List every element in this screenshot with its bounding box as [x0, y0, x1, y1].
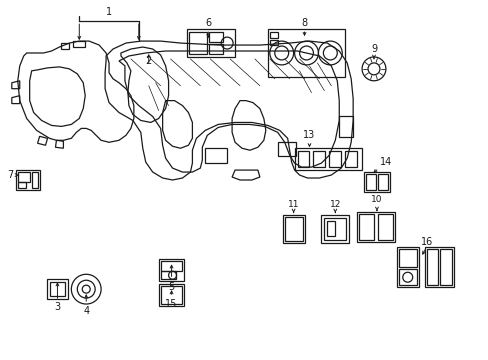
- Text: 9: 9: [370, 44, 376, 54]
- Bar: [158, 284, 184, 306]
- Bar: [396, 247, 418, 287]
- Bar: [294, 148, 361, 170]
- Bar: [326, 221, 335, 235]
- Bar: [49, 282, 65, 296]
- Bar: [189, 32, 207, 54]
- Text: 12: 12: [329, 200, 340, 209]
- Bar: [205, 148, 226, 163]
- Bar: [32, 172, 38, 188]
- Bar: [364, 172, 389, 192]
- Text: 2: 2: [145, 56, 152, 66]
- Bar: [161, 271, 175, 279]
- Bar: [158, 260, 184, 281]
- Text: 10: 10: [370, 195, 382, 204]
- Text: 3: 3: [54, 302, 61, 312]
- Bar: [269, 32, 277, 38]
- Bar: [16, 170, 40, 190]
- Bar: [161, 261, 182, 271]
- Bar: [358, 214, 373, 239]
- Bar: [377, 214, 392, 239]
- Bar: [267, 29, 345, 77]
- Text: 16: 16: [420, 237, 432, 247]
- Bar: [73, 41, 85, 47]
- Bar: [426, 249, 438, 285]
- Text: 4: 4: [83, 306, 89, 316]
- Bar: [61, 43, 69, 49]
- Bar: [209, 32, 223, 42]
- Bar: [282, 215, 304, 243]
- Bar: [321, 215, 348, 243]
- Bar: [345, 151, 356, 167]
- Bar: [269, 40, 277, 45]
- Bar: [440, 249, 451, 285]
- Bar: [46, 279, 68, 299]
- Bar: [398, 249, 416, 267]
- Text: 6: 6: [205, 18, 211, 28]
- Text: 14: 14: [379, 157, 391, 167]
- Bar: [328, 151, 341, 167]
- Bar: [18, 172, 30, 182]
- Text: 5: 5: [168, 282, 174, 292]
- Bar: [313, 151, 325, 167]
- Bar: [284, 217, 302, 240]
- Bar: [339, 116, 352, 137]
- Bar: [187, 29, 235, 57]
- Text: 11: 11: [287, 200, 299, 209]
- Bar: [424, 247, 453, 287]
- Bar: [356, 212, 394, 242]
- Text: 13: 13: [303, 130, 315, 140]
- Bar: [297, 151, 309, 167]
- Bar: [18, 182, 26, 188]
- Text: 8: 8: [301, 18, 307, 28]
- Bar: [209, 44, 223, 54]
- Bar: [366, 174, 375, 190]
- Bar: [161, 286, 182, 304]
- Text: 15: 15: [165, 299, 178, 309]
- Bar: [398, 269, 416, 285]
- Bar: [324, 218, 346, 239]
- Text: 7: 7: [7, 170, 13, 180]
- Bar: [377, 174, 387, 190]
- Bar: [277, 142, 295, 156]
- Text: 1: 1: [106, 7, 112, 17]
